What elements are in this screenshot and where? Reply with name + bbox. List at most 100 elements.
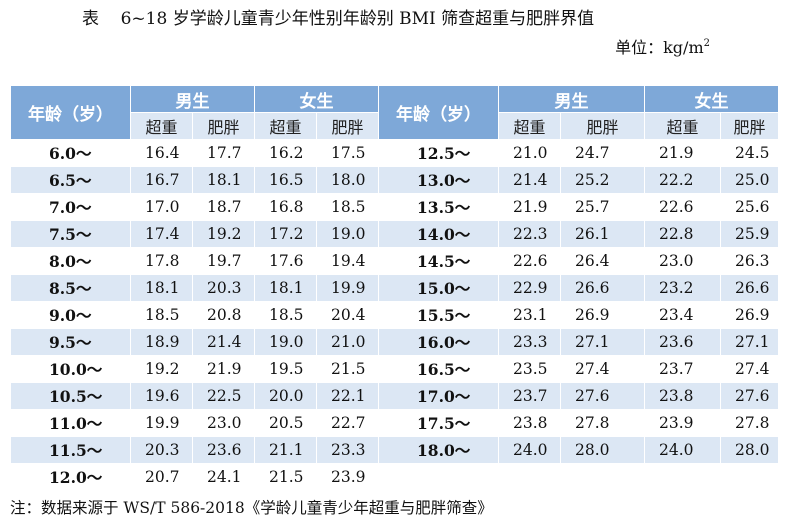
table-row: 12.0～ 20.7 24.1 21.5 23.9 xyxy=(10,463,779,491)
female-obese-cell: 26.9 xyxy=(720,301,779,329)
female-obese-cell: 22.1 xyxy=(316,382,379,410)
male-overweight-cell: 20.3 xyxy=(130,436,193,464)
female-obese-cell: 27.1 xyxy=(720,328,779,356)
male-overweight-cell: 23.8 xyxy=(498,409,561,437)
bmi-table: 年龄（岁） 男生 女生 年龄（岁） 男生 女生 超重 肥胖 超重 肥胖 超重 肥… xyxy=(10,85,779,491)
male-obese-cell: 23.0 xyxy=(192,409,255,437)
age-cell: 16.0～ xyxy=(378,328,499,356)
age-cell: 18.0～ xyxy=(378,436,499,464)
male-obese-cell: 26.1 xyxy=(560,220,645,248)
female-overweight-cell: 19.0 xyxy=(254,328,317,356)
male-obese-cell: 27.6 xyxy=(560,382,645,410)
male-obese-cell: 18.7 xyxy=(192,193,255,221)
male-obese-cell: 20.8 xyxy=(192,301,255,329)
female-obese-cell: 27.6 xyxy=(720,382,779,410)
obese-header: 肥胖 xyxy=(560,112,645,140)
female-overweight-cell: 18.1 xyxy=(254,274,317,302)
table-row: 9.0～ 18.5 20.8 18.5 20.4 15.5～ 23.1 26.9 23.4 26.… xyxy=(10,301,779,329)
female-overweight-cell: 16.8 xyxy=(254,193,317,221)
female-overweight-cell: 17.6 xyxy=(254,247,317,275)
female-overweight-cell: 23.6 xyxy=(644,328,721,356)
female-obese-cell: 19.0 xyxy=(316,220,379,248)
male-obese-cell: 25.2 xyxy=(560,166,645,194)
male-overweight-cell: 21.4 xyxy=(498,166,561,194)
obese-header: 肥胖 xyxy=(720,112,779,140)
female-overweight-cell: 18.5 xyxy=(254,301,317,329)
age-header-left: 年龄（岁） xyxy=(10,85,131,140)
male-overweight-cell: 24.0 xyxy=(498,436,561,464)
male-overweight-cell: 21.9 xyxy=(498,193,561,221)
age-cell: 17.5～ xyxy=(378,409,499,437)
age-cell: 12.0～ xyxy=(10,463,131,491)
female-obese-cell: 25.9 xyxy=(720,220,779,248)
female-overweight-cell: 23.2 xyxy=(644,274,721,302)
male-overweight-cell: 17.8 xyxy=(130,247,193,275)
age-cell: 11.5～ xyxy=(10,436,131,464)
male-obese-cell: 26.6 xyxy=(560,274,645,302)
male-overweight-cell: 16.7 xyxy=(130,166,193,194)
source-note: 注：数据来源于 WS/T 586-2018《学龄儿童青少年超重与肥胖筛查》 xyxy=(10,499,493,517)
male-overweight-cell: 23.7 xyxy=(498,382,561,410)
female-overweight-cell: 23.0 xyxy=(644,247,721,275)
female-overweight-cell: 19.5 xyxy=(254,355,317,383)
age-cell: 15.5～ xyxy=(378,301,499,329)
header-row-2: 超重 肥胖 超重 肥胖 超重 肥胖 超重 肥胖 xyxy=(11,112,779,140)
table-title: 表 6~18 岁学龄儿童青少年性别年龄别 BMI 筛查超重与肥胖界值 xyxy=(82,9,595,29)
male-overweight-cell: 23.5 xyxy=(498,355,561,383)
table-row: 7.0～ 17.0 18.7 16.8 18.5 13.5～ 21.9 25.7 22.6 25.… xyxy=(10,193,779,221)
male-obese-cell: 22.5 xyxy=(192,382,255,410)
age-cell: 9.0～ xyxy=(10,301,131,329)
male-overweight-cell xyxy=(498,463,561,491)
male-overweight-cell: 18.5 xyxy=(130,301,193,329)
male-overweight-cell: 16.4 xyxy=(130,139,193,167)
female-obese-cell: 21.0 xyxy=(316,328,379,356)
male-overweight-cell: 22.3 xyxy=(498,220,561,248)
overweight-header: 超重 xyxy=(644,112,721,140)
table-row: 11.0～ 19.9 23.0 20.5 22.7 17.5～ 23.8 27.8 23.9 27… xyxy=(10,409,779,437)
female-obese-cell: 17.5 xyxy=(316,139,379,167)
male-header-right: 男生 xyxy=(498,85,645,113)
male-obese-cell: 17.7 xyxy=(192,139,255,167)
age-cell xyxy=(378,463,499,491)
female-obese-cell: 26.6 xyxy=(720,274,779,302)
age-cell: 15.0～ xyxy=(378,274,499,302)
age-cell: 7.0～ xyxy=(10,193,131,221)
obese-header: 肥胖 xyxy=(316,112,379,140)
female-overweight-cell: 24.0 xyxy=(644,436,721,464)
age-cell: 8.0～ xyxy=(10,247,131,275)
age-cell: 8.5～ xyxy=(10,274,131,302)
table-row: 8.5～ 18.1 20.3 18.1 19.9 15.0～ 22.9 26.6 23.2 26.… xyxy=(10,274,779,302)
male-obese-cell: 19.2 xyxy=(192,220,255,248)
table-row: 6.5～ 16.7 18.1 16.5 18.0 13.0～ 21.4 25.2 22.2 25.… xyxy=(10,166,779,194)
age-cell: 10.5～ xyxy=(10,382,131,410)
male-obese-cell: 24.1 xyxy=(192,463,255,491)
female-overweight-cell: 21.5 xyxy=(254,463,317,491)
female-obese-cell: 28.0 xyxy=(720,436,779,464)
male-overweight-cell: 22.6 xyxy=(498,247,561,275)
table-row: 9.5～ 18.9 21.4 19.0 21.0 16.0～ 23.3 27.1 23.6 27.… xyxy=(10,328,779,356)
female-overweight-cell: 16.2 xyxy=(254,139,317,167)
age-cell: 10.0～ xyxy=(10,355,131,383)
female-obese-cell: 18.0 xyxy=(316,166,379,194)
female-obese-cell: 18.5 xyxy=(316,193,379,221)
male-overweight-cell: 17.4 xyxy=(130,220,193,248)
unit-text: 单位：kg/m xyxy=(615,38,704,57)
male-obese-cell: 27.4 xyxy=(560,355,645,383)
male-obese-cell: 18.1 xyxy=(192,166,255,194)
obese-header: 肥胖 xyxy=(192,112,255,140)
age-header-right: 年龄（岁） xyxy=(378,85,499,140)
female-overweight-cell: 23.7 xyxy=(644,355,721,383)
female-overweight-cell: 17.2 xyxy=(254,220,317,248)
male-obese-cell: 26.9 xyxy=(560,301,645,329)
male-overweight-cell: 19.2 xyxy=(130,355,193,383)
female-obese-cell: 23.9 xyxy=(316,463,379,491)
female-overweight-cell: 23.8 xyxy=(644,382,721,410)
female-overweight-cell: 23.9 xyxy=(644,409,721,437)
overweight-header: 超重 xyxy=(254,112,317,140)
age-cell: 6.5～ xyxy=(10,166,131,194)
female-overweight-cell: 16.5 xyxy=(254,166,317,194)
age-cell: 13.5～ xyxy=(378,193,499,221)
male-obese-cell: 23.6 xyxy=(192,436,255,464)
table-row: 10.0～ 19.2 21.9 19.5 21.5 16.5～ 23.5 27.4 23.7 27… xyxy=(10,355,779,383)
male-obese-cell: 24.7 xyxy=(560,139,645,167)
